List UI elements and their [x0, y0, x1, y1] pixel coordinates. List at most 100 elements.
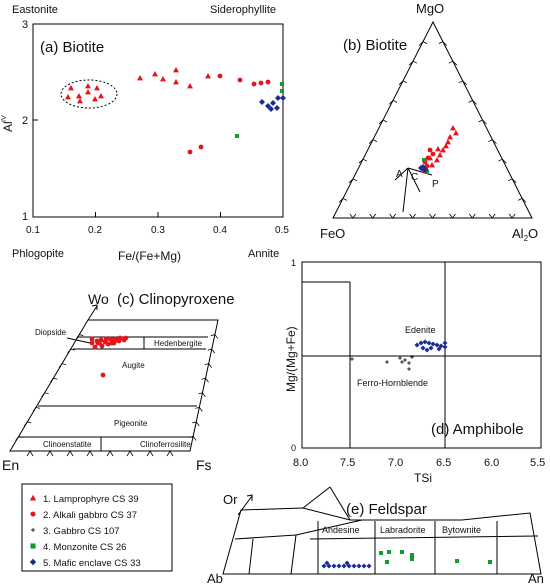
data-point-lamprophyre	[429, 162, 435, 168]
data-point-lamprophyre	[114, 337, 120, 343]
feo-apex-label: FeO	[320, 226, 345, 241]
ylabel-d: Mg/(Mg+Fe)	[284, 326, 298, 392]
data-point-mafic-enclave	[442, 344, 448, 350]
data-point-mafic-enclave	[424, 347, 430, 353]
data-point-gabbro	[398, 356, 402, 360]
clinoenstatite-label: Clinoenstatite	[43, 440, 92, 449]
data-point-lamprophyre	[97, 340, 103, 346]
plot-frame-d	[301, 261, 542, 449]
data-point-mafic-enclave	[270, 100, 276, 106]
data-point-lamprophyre	[160, 76, 166, 82]
panel-b-title: (b) Biotite	[343, 37, 407, 54]
data-point-lamprophyre	[443, 143, 449, 149]
data-point-monzonite	[422, 158, 426, 162]
data-point-alkali-gabbro	[237, 77, 243, 83]
data-point-lamprophyre	[98, 93, 104, 99]
data-point-gabbro	[407, 361, 411, 365]
panel-e: Or Andesine Labradorite Bytownite (e) Fe…	[207, 486, 544, 586]
svg-text:IV: IV	[1, 115, 8, 122]
hedenbergite-label: Hedenbergite	[154, 339, 203, 348]
data-point-lamprophyre	[437, 152, 443, 158]
data-point-monzonite	[488, 560, 492, 564]
legend-marker-plus	[31, 528, 35, 532]
diopside-arrow	[66, 337, 91, 344]
data-point-alkali-gabbro	[258, 80, 264, 86]
data-point-monzonite	[410, 557, 414, 561]
panel-a-title: (a) Biotite	[40, 39, 104, 56]
data-point-gabbro	[385, 360, 389, 364]
legend-label: 5. Mafic enclave CS 33	[43, 558, 141, 569]
panel-d: 1 0 8.0 7.5 7.0 6.5 6.0 5.5 Mg/(Mg+Fe) T…	[284, 258, 545, 485]
xtick-d-5.5: 5.5	[530, 457, 545, 469]
panel-d-title: (d) Amphibole	[431, 421, 524, 438]
data-point-gabbro	[407, 367, 411, 371]
data-point-monzonite	[387, 550, 391, 554]
ytick-a-2: 2	[22, 115, 28, 127]
data-point-mafic-enclave	[274, 105, 280, 111]
data-point-mafic-enclave	[418, 340, 424, 346]
data-point-mafic-enclave	[259, 99, 265, 105]
data-point-mafic-enclave	[436, 346, 442, 352]
data-point-mafic-enclave	[336, 563, 342, 569]
data-point-mafic-enclave	[321, 563, 327, 569]
data-point-monzonite	[410, 553, 414, 557]
labradorite-label: Labradorite	[380, 525, 426, 535]
data-point-mafic-enclave	[366, 563, 372, 569]
feldspar-frame	[222, 507, 542, 575]
ytick-d-1: 1	[291, 258, 296, 268]
legend: 1. Lamprophyre CS 39 2. Alkali gabbro CS …	[21, 483, 173, 572]
pigeonite-label: Pigeonite	[114, 419, 148, 428]
data-point-alkali-gabbro	[198, 144, 204, 150]
data-point-lamprophyre	[445, 139, 451, 145]
data-point-mafic-enclave	[356, 563, 362, 569]
xtick-a-0.4: 0.4	[213, 225, 227, 236]
xticks-d: 8.0 7.5 7.0 6.5 6.0 5.5	[293, 457, 545, 469]
xlabel-d: TSi	[414, 471, 432, 485]
wo-arrow	[87, 305, 98, 321]
data-point-lamprophyre	[453, 130, 459, 136]
panel-c: Wo (c) Clinopyroxene Diopside Hedenbergi…	[2, 291, 235, 473]
data-point-lamprophyre	[68, 85, 74, 91]
panel-a-points	[65, 67, 286, 155]
an-apex-label: An	[528, 571, 544, 586]
data-point-lamprophyre	[108, 340, 114, 346]
data-point-mafic-enclave	[344, 560, 350, 566]
annite-label: Annite	[248, 248, 279, 260]
ytick-a-3: 3	[22, 19, 28, 31]
xtick-d-8.0: 8.0	[293, 457, 308, 469]
field-line-2	[402, 167, 409, 213]
data-point-mafic-enclave	[434, 342, 440, 348]
legend-marker-triangle	[29, 494, 37, 501]
data-point-gabbro	[403, 358, 407, 362]
diopside-label: Diopside	[35, 328, 67, 337]
data-point-alkali-gabbro	[251, 81, 257, 87]
en-apex-label: En	[2, 457, 19, 473]
data-point-mafic-enclave	[430, 341, 436, 347]
data-point-mafic-enclave	[426, 340, 432, 346]
bytownite-label: Bytownite	[442, 525, 481, 535]
lamprophyre-cluster-outline	[60, 79, 118, 109]
data-point-alkali-gabbro	[425, 155, 431, 161]
data-point-lamprophyre	[450, 125, 456, 131]
data-point-mafic-enclave	[442, 340, 448, 346]
xtick-d-7.5: 7.5	[340, 457, 355, 469]
field-p-label: P	[432, 179, 439, 190]
xlabel-a: Fe/(Fe+Mg)	[118, 249, 181, 263]
svg-text:Mg/(Mg+Fe): Mg/(Mg+Fe)	[284, 326, 298, 392]
xtick-a-0.3: 0.3	[151, 225, 165, 236]
data-point-monzonite	[379, 551, 383, 555]
data-point-gabbro	[400, 360, 404, 364]
data-point-monzonite	[385, 560, 389, 564]
data-point-mafic-enclave	[268, 106, 274, 112]
ytick-d-0: 0	[291, 443, 296, 453]
xtick-a-0.2: 0.2	[88, 225, 102, 236]
data-point-lamprophyre	[137, 75, 143, 81]
data-point-alkali-gabbro	[100, 372, 106, 378]
eastonite-label: Eastonite	[12, 4, 58, 16]
panel-e-points	[321, 550, 492, 569]
data-point-lamprophyre	[152, 71, 158, 77]
xtick-a-0.5: 0.5	[275, 225, 289, 236]
data-point-lamprophyre	[173, 79, 179, 85]
ab-apex-label: Ab	[207, 571, 223, 586]
andesine-label: Andesine	[322, 525, 360, 535]
